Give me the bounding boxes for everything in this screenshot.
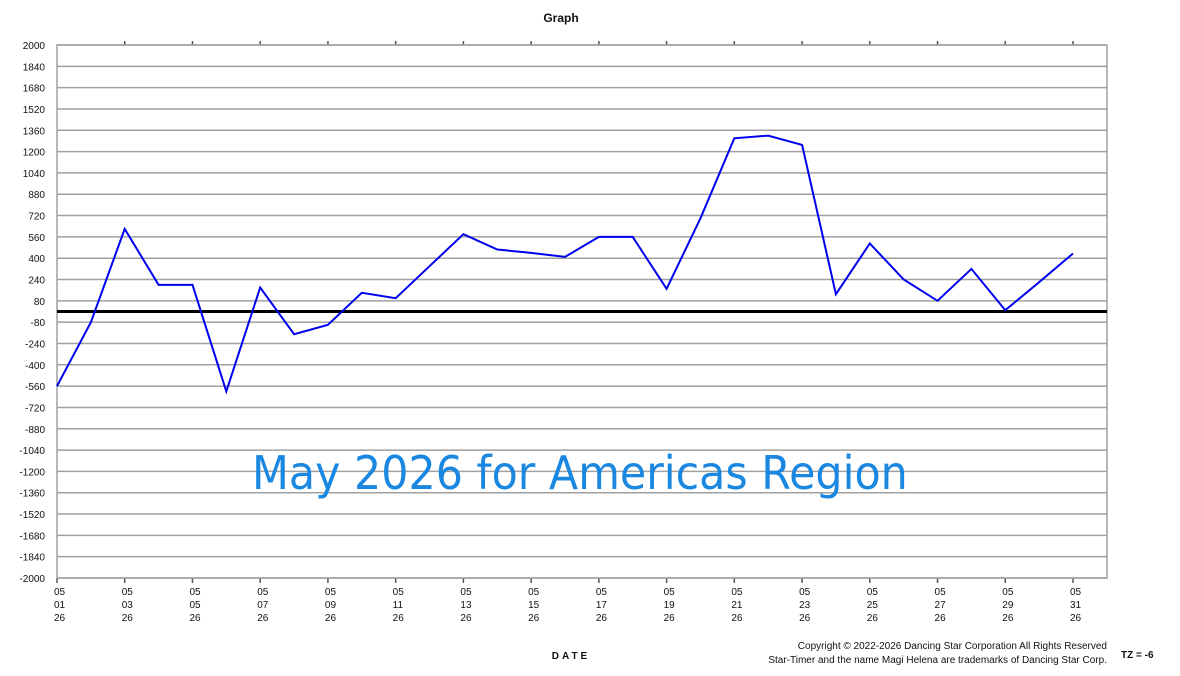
y-tick-label: 560 <box>28 233 45 244</box>
y-tick-label: 1040 <box>23 169 46 180</box>
x-tick-label: 26 <box>460 613 472 624</box>
copyright-text: Copyright © 2022-2026 Dancing Star Corpo… <box>797 641 1107 652</box>
x-tick-label: 26 <box>54 613 66 624</box>
x-tick-label: 26 <box>325 613 337 624</box>
x-tick-label: 26 <box>1070 613 1082 624</box>
chart-overlay-title: May 2026 for Americas Region <box>252 446 908 500</box>
x-tick-label: 05 <box>122 587 134 598</box>
x-tick-label: 26 <box>393 613 405 624</box>
x-tick-label: 05 <box>189 600 201 611</box>
x-tick-label: 27 <box>935 600 947 611</box>
y-tick-label: 1680 <box>23 84 46 95</box>
x-tick-label: 17 <box>596 600 608 611</box>
x-tick-label: 13 <box>460 600 472 611</box>
x-tick-label: 05 <box>731 587 743 598</box>
x-tick-label: 05 <box>393 587 405 598</box>
timezone-label: TZ = -6 <box>1121 650 1154 661</box>
y-tick-label: 400 <box>28 254 45 265</box>
y-tick-label: -880 <box>25 425 45 436</box>
x-tick-label: 15 <box>528 600 540 611</box>
x-tick-label: 26 <box>257 613 269 624</box>
x-tick-label: 01 <box>54 600 66 611</box>
x-tick-label: 03 <box>122 600 134 611</box>
y-tick-label: -2000 <box>19 574 45 585</box>
x-tick-label: 31 <box>1070 600 1082 611</box>
x-tick-label: 05 <box>664 587 676 598</box>
x-tick-label: 26 <box>122 613 134 624</box>
x-tick-label: 09 <box>325 600 337 611</box>
gridlines <box>57 44 1107 579</box>
x-tick-label: 29 <box>1002 600 1014 611</box>
y-tick-label: -1840 <box>19 553 45 564</box>
x-tick-label: 26 <box>867 613 879 624</box>
x-tick-label: 19 <box>664 600 676 611</box>
footer-credits: Copyright © 2022-2026 Dancing Star Corpo… <box>768 640 1107 668</box>
y-tick-label: -1040 <box>19 446 45 457</box>
x-tick-label: 23 <box>799 600 811 611</box>
x-tick-label: 05 <box>460 587 472 598</box>
x-tick-label: 21 <box>731 600 743 611</box>
y-axis-ticks: 2000 1840 1680 1520 1360 1200 1040 880 720 560 400… <box>19 41 45 585</box>
x-tick-label: 11 <box>393 600 404 611</box>
y-tick-label: -240 <box>25 339 45 350</box>
y-tick-label: -400 <box>25 361 45 372</box>
x-tick-label: 25 <box>867 600 879 611</box>
y-tick-label: -1200 <box>19 467 45 478</box>
x-tick-label: 05 <box>257 587 269 598</box>
y-tick-label: 2000 <box>23 41 46 52</box>
x-tick-label: 26 <box>664 613 676 624</box>
x-tick-label: 26 <box>731 613 743 624</box>
y-tick-label: 1200 <box>23 148 46 159</box>
x-tick-label: 05 <box>54 587 66 598</box>
x-axis-label: DATE <box>552 651 590 662</box>
y-tick-label: -1360 <box>19 489 45 500</box>
chart-title: Graph <box>543 11 578 25</box>
y-tick-label: -80 <box>31 318 46 329</box>
y-tick-label: 1360 <box>23 126 46 137</box>
y-tick-label: 240 <box>28 276 45 287</box>
x-tick-label: 05 <box>325 587 337 598</box>
x-tick-label: 05 <box>1002 587 1014 598</box>
y-tick-label: -720 <box>25 403 45 414</box>
x-tick-label: 05 <box>528 587 540 598</box>
x-tick-label: 07 <box>257 600 269 611</box>
y-tick-label: -560 <box>25 382 45 393</box>
y-tick-label: -1680 <box>19 531 45 542</box>
y-tick-label: -1520 <box>19 510 45 521</box>
trademark-text: Star-Timer and the name Magi Helena are … <box>768 655 1107 666</box>
x-tick-label: 05 <box>189 587 201 598</box>
x-tick-label: 26 <box>528 613 540 624</box>
x-tick-label: 05 <box>1070 587 1082 598</box>
x-tick-label: 26 <box>935 613 947 624</box>
x-tick-label: 26 <box>799 613 811 624</box>
x-tick-label: 05 <box>935 587 947 598</box>
x-tick-label: 26 <box>189 613 201 624</box>
x-tick-label: 05 <box>596 587 608 598</box>
y-tick-label: 80 <box>34 297 46 308</box>
y-tick-label: 1520 <box>23 105 46 116</box>
x-tick-label: 26 <box>1002 613 1014 624</box>
x-tick-label: 26 <box>596 613 608 624</box>
y-tick-label: 880 <box>28 190 45 201</box>
x-tick-label: 05 <box>799 587 811 598</box>
y-tick-label: 720 <box>28 212 45 223</box>
data-series-line <box>56 134 1074 395</box>
x-tick-label: 05 <box>867 587 879 598</box>
y-tick-label: 1840 <box>23 62 46 73</box>
x-axis-ticks: 05 01 26 05 03 26 05 05 26 05 07 26 05 09 26 05 11 26 05 13… <box>54 41 1082 624</box>
